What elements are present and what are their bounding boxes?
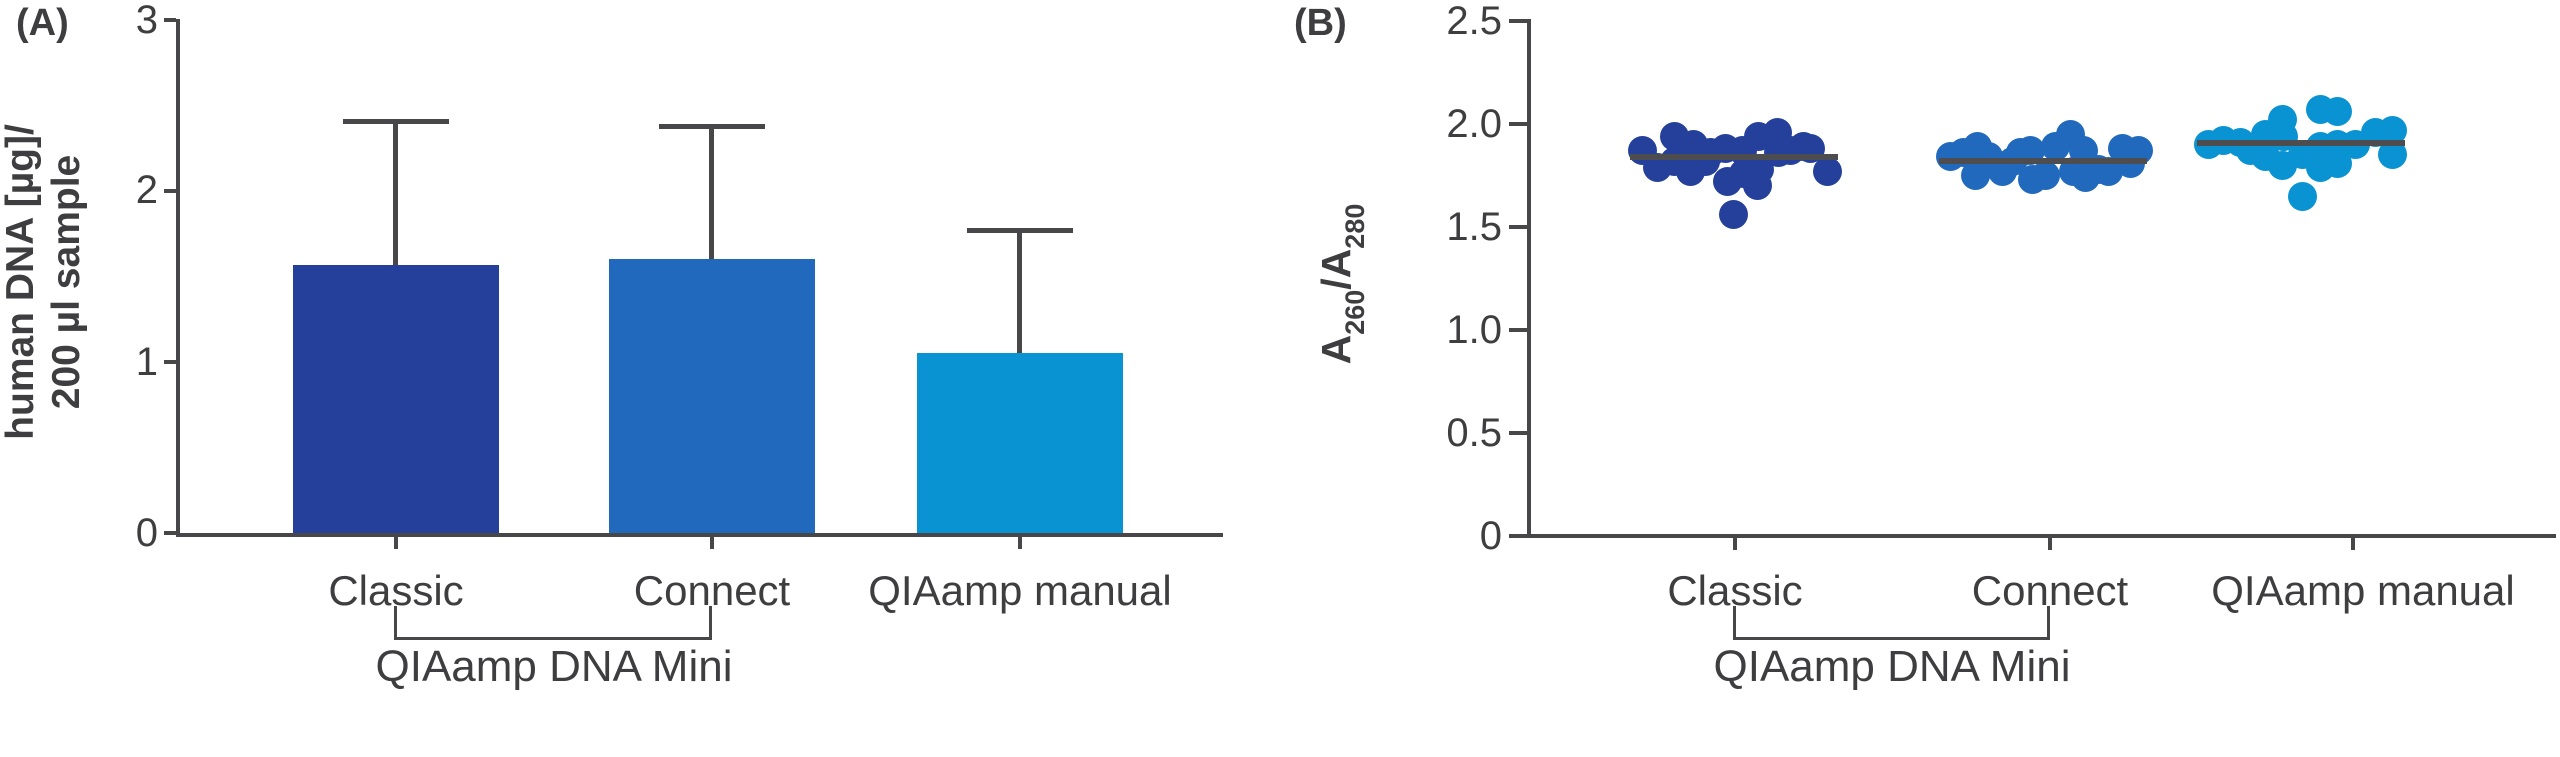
panel-a-error-cap — [659, 124, 765, 130]
panel-b-y-axis-line — [1527, 19, 1531, 538]
panel-b-tag: (B) — [1294, 2, 1347, 44]
panel-a-ytick-label-3: 3 — [135, 0, 158, 42]
panel-b-x-tick — [2048, 534, 2052, 550]
panel-a-x-tick — [394, 533, 398, 549]
panel-b-data-point — [2322, 97, 2352, 127]
panel-b-median-line — [2197, 139, 2405, 146]
panel-b-y-tick — [1509, 122, 1527, 126]
panel-b-group-label: QIAamp DNA Mini — [1713, 642, 2071, 691]
panel-b-x-tick — [1733, 534, 1737, 550]
panel-a-category-qiaamp-manual: QIAamp manual — [868, 567, 1172, 614]
panel-a-bracket-bottom — [394, 637, 712, 640]
panel-b-ytick-label-2-0: 2.0 — [1446, 102, 1502, 146]
panel-b-x-tick — [2351, 534, 2355, 550]
panel-b-y-tick — [1509, 431, 1527, 435]
panel-a-error-stem — [393, 120, 398, 265]
panel-a-bracket-left — [394, 606, 397, 640]
panel-a-group-label: QIAamp DNA Mini — [375, 642, 733, 691]
panel-a-category-connect: Connect — [633, 567, 791, 614]
panel-b-category-qiaamp-manual: QIAamp manual — [2211, 567, 2515, 614]
panel-a-tag: (A) — [16, 2, 69, 44]
panel-b-ytick-label-1-5: 1.5 — [1446, 205, 1502, 249]
panel-a-y-tick — [164, 18, 176, 22]
panel-b-data-point — [1812, 156, 1842, 186]
panel-b-median-line — [1630, 153, 1838, 160]
panel-b-y-tick — [1509, 534, 1527, 538]
panel-a-bar-classic — [293, 264, 499, 533]
panel-b-data-point — [2030, 161, 2060, 190]
panel-a-bracket-right — [709, 606, 712, 640]
panel-a-x-axis-line — [176, 533, 1223, 537]
panel-b-x-axis-line — [1527, 534, 2556, 538]
panel-a-y-tick — [164, 189, 176, 193]
panel-b-category-connect: Connect — [1971, 567, 2129, 614]
panel-b-data-point — [1718, 200, 1748, 230]
panel-a-ytick-label-0: 0 — [135, 511, 158, 555]
panel-a-y-axis-line — [176, 19, 180, 537]
panel-a-ytick-label-2: 2 — [135, 168, 158, 212]
panel-a-error-stem — [1017, 230, 1022, 354]
panel-a-y-tick — [164, 360, 176, 364]
panel-a-x-tick — [1018, 533, 1022, 549]
panel-a-error-cap — [343, 118, 449, 124]
panel-b-ytick-label-0: 0 — [1479, 514, 1502, 558]
panel-b-y-tick — [1509, 328, 1527, 332]
panel-b-bracket-left — [1733, 606, 1736, 640]
panel-a-y-tick — [164, 531, 176, 535]
panel-b-bracket-right — [2047, 606, 2050, 640]
panel-b-y-tick — [1509, 19, 1527, 23]
panel-b-y-tick — [1509, 225, 1527, 229]
panel-b-ytick-label-2-5: 2.5 — [1446, 0, 1502, 43]
panel-b-ytick-label-0-5: 0.5 — [1446, 411, 1502, 455]
panel-b-median-line — [1939, 158, 2147, 165]
panel-b-bracket-bottom — [1733, 637, 2050, 640]
panel-a-ytick-label-1: 1 — [135, 340, 158, 384]
panel-a-bar-connect — [609, 259, 815, 533]
panel-b-data-point — [2287, 181, 2317, 211]
panel-a-x-tick — [710, 533, 714, 549]
panel-a-error-stem — [709, 126, 714, 260]
panel-b-data-point — [1742, 171, 1772, 201]
panel-b-ytick-label-1-0: 1.0 — [1446, 308, 1502, 352]
panel-a-error-cap — [967, 228, 1073, 234]
panel-a-bar-qiaamp-manual — [917, 353, 1123, 533]
